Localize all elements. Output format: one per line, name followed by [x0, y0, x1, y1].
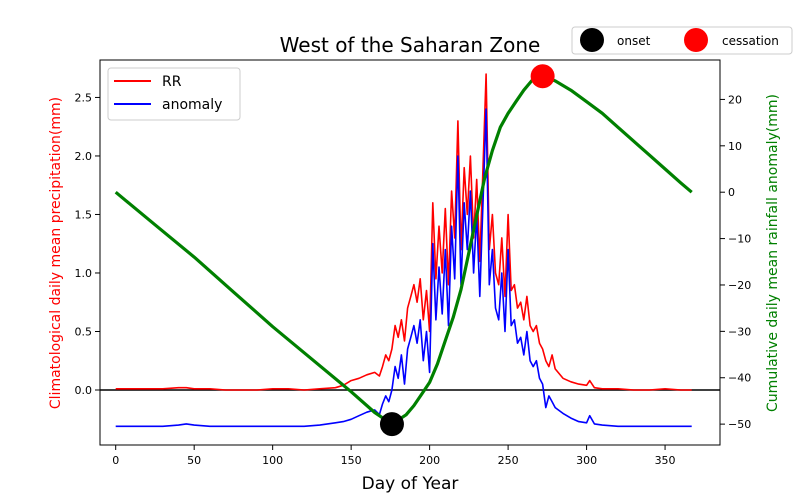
x-tick-label: 350	[655, 454, 676, 467]
x-tick-label: 100	[262, 454, 283, 467]
x-axis-label: Day of Year	[362, 474, 459, 494]
legend-onset-label: onset	[617, 34, 651, 48]
plot-frame	[99, 59, 721, 446]
legend-cessation-label: cessation	[722, 34, 779, 48]
plot-area	[100, 64, 720, 437]
x-tick-label: 200	[419, 454, 440, 467]
y-right-tick-label: 20	[728, 93, 742, 106]
cumulative-anomaly-line	[114, 74, 693, 426]
legend-markers: onset cessation	[571, 26, 793, 55]
y-left-tick-label: 1.5	[75, 208, 93, 221]
x-tick-label: 50	[187, 454, 201, 467]
y-left-tick-label: 2.5	[75, 91, 93, 104]
legend-anomaly-label: anomaly	[162, 97, 222, 113]
legend-onset-marker	[580, 28, 604, 52]
y-left-tick-label: 1.0	[75, 267, 93, 280]
onset-marker	[379, 412, 404, 437]
y-left-tick-label: 0.0	[75, 384, 93, 397]
y-right-tick-label: −30	[728, 325, 751, 338]
legend-series: RR anomaly	[107, 67, 241, 121]
chart-title: West of the Saharan Zone	[280, 33, 541, 57]
x-tick-label: 0	[112, 454, 119, 467]
y-right-tick-label: −10	[728, 233, 751, 246]
axes: 0 50 100 150 200 250 300 3500.00.51.01.52.02.5−…	[75, 59, 751, 467]
y-left-tick-label: 0.5	[75, 325, 93, 338]
y-right-tick-label: −40	[728, 372, 751, 385]
legend-markers-frame	[571, 26, 793, 55]
y-right-tick-label: 0	[728, 186, 735, 199]
x-tick-label: 300	[576, 454, 597, 467]
x-tick-label: 150	[341, 454, 362, 467]
y-left-tick-label: 2.0	[75, 150, 93, 163]
y-left-axis-label: Climatological daily mean precipitation(…	[48, 97, 64, 409]
x-tick-label: 250	[498, 454, 519, 467]
y-right-tick-label: −20	[728, 279, 751, 292]
y-right-tick-label: 10	[728, 140, 742, 153]
anomaly-line	[115, 108, 692, 428]
rr-line	[115, 73, 692, 391]
legend-rr-label: RR	[162, 74, 182, 90]
y-right-tick-label: −50	[728, 418, 751, 431]
y-right-axis-label: Cumulative daily mean rainfall anomaly(m…	[765, 94, 781, 412]
cessation-marker	[530, 64, 555, 89]
legend-cessation-marker	[684, 28, 708, 52]
